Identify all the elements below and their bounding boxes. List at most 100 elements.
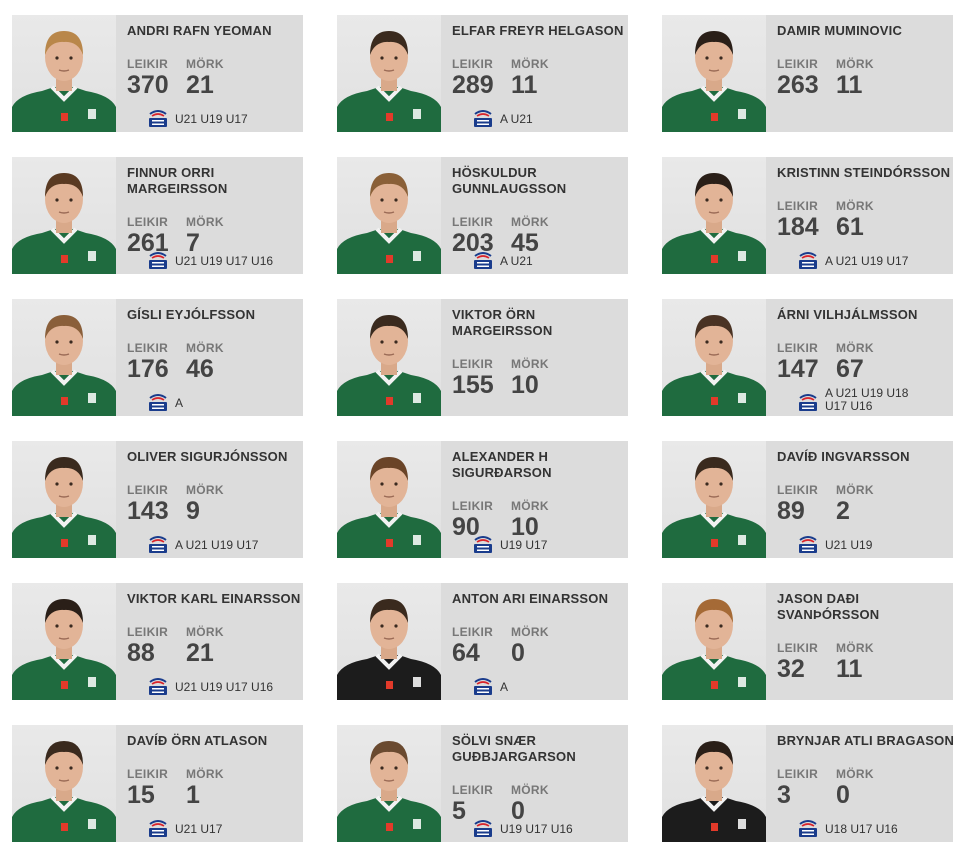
player-name[interactable]: DAMIR MUMINOVIC [777,23,903,38]
goals-stat: MÖRK 11 [836,641,874,682]
player-name[interactable]: VIKTOR ÖRN MARGEIRSSON [452,307,553,338]
goals-stat: MÖRK 10 [511,499,549,540]
player-name[interactable]: BRYNJAR ATLI BRAGASON [777,733,955,748]
games-stat: LEIKIR 15 [127,767,168,808]
player-name[interactable]: GÍSLI EYJÓLFSSON [127,307,256,322]
goals-stat: MÖRK 7 [186,215,224,256]
player-card[interactable]: DAVÍÐ INGVARSSON LEIKIR 89 MÖRK 2 U21 U19 [662,441,953,558]
national-caps: A U21 [500,112,533,126]
player-name[interactable]: HÖSKULDUR GUNNLAUGSSON [452,165,567,196]
goals-value: 21 [186,71,214,99]
player-card[interactable]: KRISTINN STEINDÓRSSON LEIKIR 184 MÖRK 61 A U2… [662,157,953,274]
ksi-logo-icon [474,536,492,553]
player-card[interactable]: GÍSLI EYJÓLFSSON LEIKIR 176 MÖRK 46 A [12,299,303,416]
goals-value: 0 [511,639,525,667]
player-card[interactable]: ANDRI RAFN YEOMAN LEIKIR 370 MÖRK 21 U21 U19 … [12,15,303,132]
games-value: 15 [127,781,155,809]
player-name[interactable]: OLIVER SIGURJÓNSSON [127,449,288,464]
player-name[interactable]: VIKTOR KARL EINARSSON [127,591,301,606]
national-caps: U19 U17 U16 [500,822,573,836]
player-card[interactable]: JASON DAÐI SVANÞÓRSSON LEIKIR 32 MÖRK 11 [662,583,953,700]
player-photo [337,157,441,274]
player-name[interactable]: ANTON ARI EINARSSON [452,591,609,606]
goals-stat: MÖRK 2 [836,483,874,524]
player-name[interactable]: ELFAR FREYR HELGASON [452,23,624,38]
games-label: LEIKIR [452,57,494,71]
games-value: 3 [777,781,791,809]
player-card[interactable]: FINNUR ORRI MARGEIRSSON LEIKIR 261 MÖRK 7 U21… [12,157,303,274]
goals-label: MÖRK [511,57,549,71]
goals-stat: MÖRK 0 [511,783,549,824]
games-value: 176 [127,355,169,383]
player-name[interactable]: ALEXANDER H SIGURÐARSON [452,449,552,480]
player-name[interactable]: KRISTINN STEINDÓRSSON [777,165,951,180]
player-photo [337,299,441,416]
ksi-logo-icon [474,820,492,837]
goals-stat: MÖRK 11 [511,57,549,98]
player-card[interactable]: SÖLVI SNÆR GUÐBJARGARSON LEIKIR 5 MÖRK 0 U19 … [337,725,628,842]
goals-label: MÖRK [186,215,224,229]
goals-stat: MÖRK 0 [511,625,549,666]
player-card[interactable]: DAVÍÐ ÖRN ATLASON LEIKIR 15 MÖRK 1 U21 U17 [12,725,303,842]
games-label: LEIKIR [127,341,169,355]
games-value: 261 [127,229,169,257]
player-info: BRYNJAR ATLI BRAGASON LEIKIR 3 MÖRK 0 U18 U17… [766,725,954,842]
games-stat: LEIKIR 3 [777,767,818,808]
player-photo [662,299,766,416]
player-info: ÁRNI VILHJÁLMSSON LEIKIR 147 MÖRK 67 A U21 U1… [766,299,953,416]
games-stat: LEIKIR 90 [452,499,493,540]
player-card[interactable]: OLIVER SIGURJÓNSSON LEIKIR 143 MÖRK 9 A U21 U… [12,441,303,558]
ksi-logo-icon [799,252,817,269]
goals-label: MÖRK [511,215,549,229]
goals-value: 0 [511,797,525,825]
player-info: FINNUR ORRI MARGEIRSSON LEIKIR 261 MÖRK 7 U21… [116,157,303,274]
national-caps: U21 U17 [175,822,223,836]
games-stat: LEIKIR 184 [777,199,819,240]
player-info: OLIVER SIGURJÓNSSON LEIKIR 143 MÖRK 9 A U21 U… [116,441,303,558]
player-name[interactable]: SÖLVI SNÆR GUÐBJARGARSON [452,733,576,764]
player-info: DAVÍÐ INGVARSSON LEIKIR 89 MÖRK 2 U21 U19 [766,441,953,558]
goals-value: 11 [836,655,863,683]
games-value: 88 [127,639,155,667]
national-caps: A U21 [500,254,533,268]
player-card[interactable]: BRYNJAR ATLI BRAGASON LEIKIR 3 MÖRK 0 U18 U17… [662,725,954,842]
player-card[interactable]: VIKTOR KARL EINARSSON LEIKIR 88 MÖRK 21 U21 U… [12,583,303,700]
games-value: 289 [452,71,494,99]
games-stat: LEIKIR 88 [127,625,168,666]
player-card[interactable]: DAMIR MUMINOVIC LEIKIR 263 MÖRK 11 [662,15,953,132]
games-stat: LEIKIR 261 [127,215,169,256]
goals-value: 1 [186,781,200,809]
player-photo [12,725,116,842]
games-label: LEIKIR [777,641,819,655]
games-stat: LEIKIR 203 [452,215,494,256]
player-card[interactable]: ANTON ARI EINARSSON LEIKIR 64 MÖRK 0 A [337,583,628,700]
player-name[interactable]: ANDRI RAFN YEOMAN [127,23,272,38]
player-photo [662,441,766,558]
ksi-logo-icon [799,394,817,411]
goals-label: MÖRK [836,57,874,71]
goals-stat: MÖRK 21 [186,57,224,98]
player-photo [12,583,116,700]
player-card[interactable]: ÁRNI VILHJÁLMSSON LEIKIR 147 MÖRK 67 A U21 U1… [662,299,953,416]
player-card[interactable]: ALEXANDER H SIGURÐARSON LEIKIR 90 MÖRK 10 U19… [337,441,628,558]
player-name[interactable]: FINNUR ORRI MARGEIRSSON [127,165,228,196]
player-name[interactable]: DAVÍÐ ÖRN ATLASON [127,733,268,748]
player-name[interactable]: ÁRNI VILHJÁLMSSON [777,307,918,322]
player-card[interactable]: ELFAR FREYR HELGASON LEIKIR 289 MÖRK 11 A U21 [337,15,628,132]
player-card[interactable]: HÖSKULDUR GUNNLAUGSSON LEIKIR 203 MÖRK 45 A U… [337,157,628,274]
games-label: LEIKIR [127,215,169,229]
goals-label: MÖRK [186,341,224,355]
games-label: LEIKIR [777,57,819,71]
games-label: LEIKIR [452,357,494,371]
player-card[interactable]: VIKTOR ÖRN MARGEIRSSON LEIKIR 155 MÖRK 10 [337,299,628,416]
player-name[interactable]: JASON DAÐI SVANÞÓRSSON [777,591,880,622]
games-value: 32 [777,655,805,683]
player-name[interactable]: DAVÍÐ INGVARSSON [777,449,910,464]
games-stat: LEIKIR 32 [777,641,818,682]
national-caps: A [175,396,184,410]
games-value: 90 [452,513,480,541]
games-label: LEIKIR [452,783,494,797]
games-stat: LEIKIR 289 [452,57,494,98]
ksi-logo-icon [474,678,492,695]
player-info: DAVÍÐ ÖRN ATLASON LEIKIR 15 MÖRK 1 U21 U17 [116,725,303,842]
